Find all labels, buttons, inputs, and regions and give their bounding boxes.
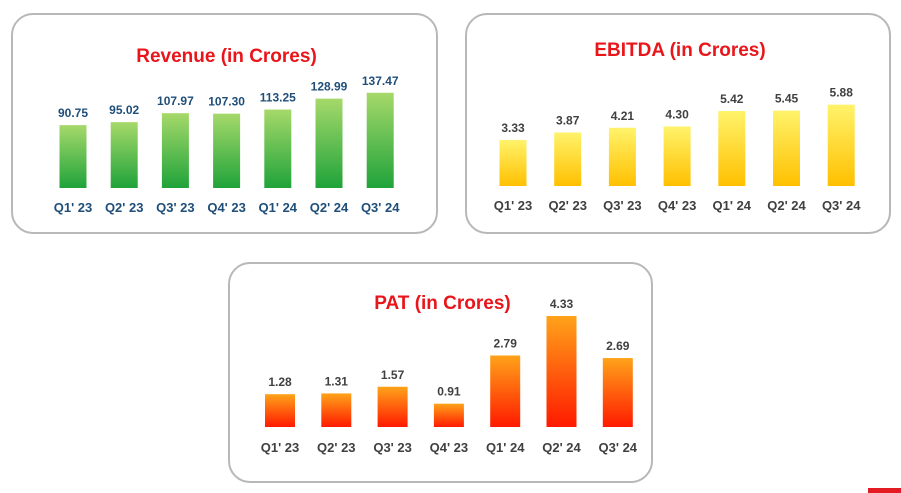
pat-category-label: Q1' 24 xyxy=(486,440,525,455)
revenue-bar xyxy=(315,98,343,188)
pat-category-label: Q3' 24 xyxy=(599,440,638,455)
ebitda-value-label: 5.88 xyxy=(830,86,854,100)
ebitda-bar xyxy=(554,132,582,186)
pat-value-label: 2.69 xyxy=(606,339,630,353)
pat-chart-title: PAT (in Crores) xyxy=(374,293,511,314)
ebitda-bar xyxy=(827,104,855,186)
revenue-category-label: Q1' 24 xyxy=(259,200,298,215)
ebitda-category-label: Q4' 23 xyxy=(658,198,697,213)
ebitda-value-label: 5.45 xyxy=(775,92,799,106)
pat-bar xyxy=(546,316,577,427)
pat-bar xyxy=(321,393,352,427)
ebitda-chart: EBITDA (in Crores) 3.33 Q1' 23 3.87 Q2' 23 4.… xyxy=(494,40,861,213)
revenue-value-label: 107.97 xyxy=(157,94,194,108)
revenue-category-label: Q2' 24 xyxy=(310,200,349,215)
revenue-value-label: 137.47 xyxy=(362,74,399,88)
revenue-bar xyxy=(264,109,292,188)
pat-bar xyxy=(433,403,464,427)
ebitda-bar xyxy=(718,111,746,186)
ebitda-value-label: 3.87 xyxy=(556,113,580,127)
ebitda-chart-title: EBITDA (in Crores) xyxy=(594,40,765,61)
revenue-chart-title: Revenue (in Crores) xyxy=(136,46,317,67)
pat-category-label: Q4' 23 xyxy=(430,440,469,455)
corner-accent-mark xyxy=(868,488,901,493)
pat-value-label: 0.91 xyxy=(437,385,461,399)
revenue-category-label: Q4' 23 xyxy=(207,200,246,215)
ebitda-category-label: Q3' 24 xyxy=(822,198,861,213)
ebitda-chart-panel: EBITDA (in Crores) 3.33 Q1' 23 3.87 Q2' 23 4.… xyxy=(465,13,891,234)
revenue-bar xyxy=(213,113,241,188)
ebitda-value-label: 4.30 xyxy=(665,108,689,122)
pat-category-label: Q1' 23 xyxy=(261,440,300,455)
pat-category-label: Q2' 24 xyxy=(542,440,581,455)
revenue-bar xyxy=(59,125,87,188)
pat-value-label: 1.57 xyxy=(381,368,405,382)
pat-value-label: 1.28 xyxy=(268,375,292,389)
ebitda-category-label: Q1' 23 xyxy=(494,198,533,213)
revenue-category-label: Q3' 24 xyxy=(361,200,400,215)
ebitda-category-label: Q2' 24 xyxy=(767,198,806,213)
pat-category-label: Q3' 23 xyxy=(373,440,412,455)
revenue-value-label: 113.25 xyxy=(260,91,296,105)
pat-value-label: 2.79 xyxy=(494,336,518,350)
ebitda-bar xyxy=(608,127,636,186)
ebitda-category-label: Q1' 24 xyxy=(713,198,752,213)
pat-bar xyxy=(377,386,408,427)
pat-value-label: 1.31 xyxy=(325,374,349,388)
revenue-value-label: 107.30 xyxy=(208,95,245,109)
ebitda-bar xyxy=(773,110,800,186)
pat-bar xyxy=(265,394,295,427)
ebitda-bar xyxy=(663,126,691,186)
pat-chart-panel: PAT (in Crores) 1.28 Q1' 23 1.31 Q2' 23 1.57 Q… xyxy=(228,262,653,483)
ebitda-value-label: 5.42 xyxy=(720,92,744,106)
ebitda-value-label: 3.33 xyxy=(501,121,525,135)
revenue-value-label: 128.99 xyxy=(311,80,348,94)
revenue-value-label: 90.75 xyxy=(58,106,88,120)
revenue-value-label: 95.02 xyxy=(109,103,139,117)
pat-category-label: Q2' 23 xyxy=(317,440,356,455)
revenue-category-label: Q2' 23 xyxy=(105,200,144,215)
revenue-category-label: Q1' 23 xyxy=(54,200,93,215)
pat-bar xyxy=(602,358,633,427)
pat-value-label: 4.33 xyxy=(550,297,574,311)
ebitda-category-label: Q3' 23 xyxy=(603,198,642,213)
pat-bar xyxy=(490,355,521,427)
pat-chart: PAT (in Crores) 1.28 Q1' 23 1.31 Q2' 23 1.57 Q… xyxy=(261,293,638,455)
revenue-bar xyxy=(110,122,138,188)
revenue-category-label: Q3' 23 xyxy=(156,200,195,215)
revenue-bar xyxy=(366,92,394,188)
revenue-chart-panel: Revenue (in Crores) 90.75 Q1' 23 95.02 Q2' 2… xyxy=(11,13,438,234)
ebitda-bar xyxy=(499,139,527,186)
revenue-bar xyxy=(161,113,189,188)
ebitda-value-label: 4.21 xyxy=(611,109,635,123)
revenue-chart: Revenue (in Crores) 90.75 Q1' 23 95.02 Q2' 2… xyxy=(54,46,400,215)
ebitda-category-label: Q2' 23 xyxy=(548,198,587,213)
